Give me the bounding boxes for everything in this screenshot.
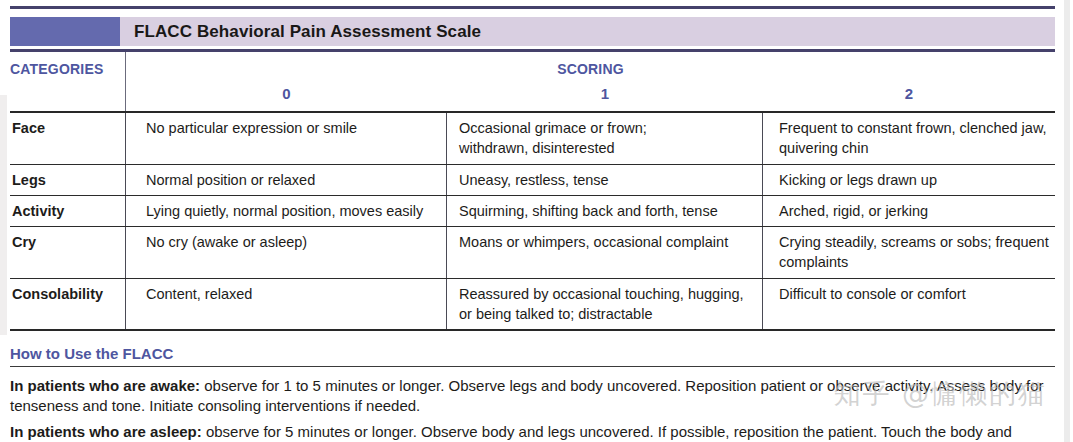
score-number-row: 0 1 2 <box>126 85 1055 102</box>
scan-edge-right <box>1064 0 1070 442</box>
instruction-awake-lead: In patients who are awake: <box>10 377 200 394</box>
assessment-table-body: Face No particular expression or smile O… <box>10 111 1055 331</box>
legs-score-2-cell: Kicking or legs drawn up <box>763 165 1055 195</box>
table-row-cry: Cry No cry (awake or asleep) Moans or wh… <box>10 226 1055 278</box>
face-score-2-cell: Frequent to constant frown, clenched jaw… <box>763 113 1055 164</box>
document-page: FLACC Behavioral Pain Assessment Scale C… <box>10 0 1055 442</box>
table-row-activity: Activity Lying quietly, normal position,… <box>10 195 1055 226</box>
activity-score-1-cell: Squirming, shifting back and forth, tens… <box>447 196 763 226</box>
categories-label: CATEGORIES <box>10 61 104 77</box>
header-title-area: FLACC Behavioral Pain Assessment Scale <box>120 17 1055 46</box>
row-category-label: Activity <box>10 196 126 226</box>
scoring-header: CATEGORIES SCORING 0 1 2 <box>10 52 1055 111</box>
consolability-score-1-cell: Reassured by occasional touching, huggin… <box>447 279 763 330</box>
row-category-label: Cry <box>10 227 126 278</box>
top-rule <box>10 6 1055 9</box>
scoring-header-area: SCORING 0 1 2 <box>126 52 1055 111</box>
legs-score-0-cell: Normal position or relaxed <box>126 165 447 195</box>
row-category-label: Consolability <box>10 279 126 330</box>
scan-edge-left <box>0 95 7 335</box>
instruction-asleep-lead: In patients who are asleep: <box>10 423 202 440</box>
table-title: FLACC Behavioral Pain Assessment Scale <box>134 22 481 42</box>
activity-score-0-cell: Lying quietly, normal position, moves ea… <box>126 196 447 226</box>
scoring-label-row: SCORING <box>126 52 1055 78</box>
table-row-legs: Legs Normal position or relaxed Uneasy, … <box>10 164 1055 195</box>
instruction-awake: In patients who are awake: observe for 1… <box>10 376 1055 415</box>
score-column-2-header: 2 <box>763 85 1055 102</box>
table-row-face: Face No particular expression or smile O… <box>10 113 1055 164</box>
table-row-consolability: Consolability Content, relaxed Reassured… <box>10 278 1055 330</box>
howto-heading-rule <box>10 366 1055 367</box>
row-category-label: Face <box>10 113 126 164</box>
score-column-0-header: 0 <box>126 85 447 102</box>
cry-score-0-cell: No cry (awake or asleep) <box>126 227 447 278</box>
face-score-0-cell: No particular expression or smile <box>126 113 447 164</box>
table-header-band: FLACC Behavioral Pain Assessment Scale <box>10 17 1055 46</box>
cry-score-1-cell: Moans or whimpers, occasional complaint <box>447 227 763 278</box>
score-column-1-header: 1 <box>447 85 763 102</box>
header-accent-block <box>10 17 120 46</box>
categories-header-cell: CATEGORIES <box>10 52 126 111</box>
face-score-1-cell: Occasional grimace or frown; withdrawn, … <box>447 113 763 164</box>
consolability-score-2-cell: Difficult to console or comfort <box>763 279 1055 330</box>
legs-score-1-cell: Uneasy, restless, tense <box>447 165 763 195</box>
scoring-label: SCORING <box>557 61 624 77</box>
cry-score-2-cell: Crying steadily, screams or sobs; freque… <box>763 227 1055 278</box>
row-category-label: Legs <box>10 165 126 195</box>
howto-heading: How to Use the FLACC <box>10 345 1055 362</box>
instruction-asleep: In patients who are asleep: observe for … <box>10 422 1055 442</box>
consolability-score-0-cell: Content, relaxed <box>126 279 447 330</box>
activity-score-2-cell: Arched, rigid, or jerking <box>763 196 1055 226</box>
